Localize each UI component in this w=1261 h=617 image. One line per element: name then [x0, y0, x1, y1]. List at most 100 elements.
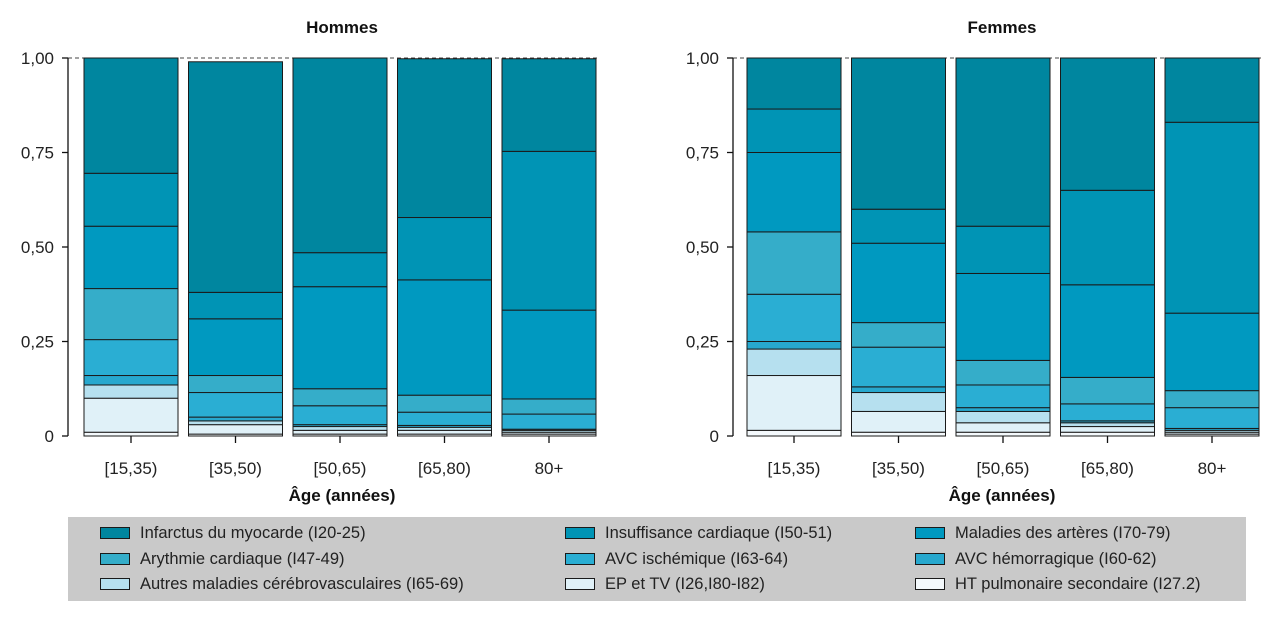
bar-segment	[955, 407, 1051, 412]
bar-segment	[1060, 426, 1155, 433]
bar-segment	[188, 420, 283, 426]
bar-segment	[501, 398, 597, 415]
x-tick-label: 80+	[535, 459, 564, 478]
bar-segment	[83, 384, 179, 399]
bar-segment	[501, 150, 597, 311]
x-tick-label: [50,65)	[314, 459, 367, 478]
bar-segment	[955, 57, 1051, 227]
legend-swatch	[915, 578, 945, 590]
bar-segment	[955, 422, 1051, 433]
y-tick-label: 1,00	[21, 49, 54, 68]
legend-item: Arythmie cardiaque (I47-49)	[100, 549, 345, 569]
bar-segment	[188, 61, 283, 293]
legend-swatch	[100, 578, 130, 590]
bar-segment	[83, 225, 179, 290]
bar-segment	[188, 375, 283, 394]
y-tick-label: 0,50	[21, 238, 54, 257]
bar-segment	[1164, 57, 1260, 123]
bar-segment	[188, 392, 283, 418]
legend-swatch	[100, 553, 130, 565]
legend-label: AVC ischémique (I63-64)	[605, 549, 789, 568]
y-tick-label: 0,50	[686, 238, 719, 257]
legend-label: Autres maladies cérébrovasculaires (I65-…	[140, 574, 464, 593]
legend-swatch	[565, 527, 595, 539]
legend-item: Infarctus du myocarde (I20-25)	[100, 523, 366, 543]
bar-segment	[1060, 403, 1155, 422]
bar-segment	[746, 293, 842, 342]
bar-segment	[746, 57, 842, 110]
bar-segment	[292, 252, 388, 288]
bar-segment	[955, 384, 1051, 409]
legend-swatch	[565, 553, 595, 565]
bar-segment	[1060, 376, 1155, 405]
bar-segment	[292, 426, 388, 431]
bar-segment	[83, 288, 179, 341]
x-axis-label: Âge (années)	[289, 486, 396, 505]
legend-label: Arythmie cardiaque (I47-49)	[140, 549, 345, 568]
y-tick-label: 0,75	[686, 144, 719, 163]
y-tick-label: 0,75	[21, 144, 54, 163]
legend-swatch	[915, 527, 945, 539]
legend-swatch	[915, 553, 945, 565]
legend-item: HT pulmonaire secondaire (I27.2)	[915, 574, 1201, 594]
bar-segment	[1060, 284, 1155, 378]
bar-segment	[83, 172, 179, 227]
bar-segment	[851, 392, 946, 412]
bar-segment	[397, 58, 492, 219]
x-tick-label: [35,50)	[872, 459, 925, 478]
x-tick-label: [65,80)	[1081, 459, 1134, 478]
bar-segment	[1060, 422, 1155, 428]
bar-segment	[83, 375, 179, 386]
bar-segment	[397, 411, 492, 426]
legend-item: Autres maladies cérébrovasculaires (I65-…	[100, 574, 464, 594]
bar-segment	[397, 217, 492, 281]
bar-segment	[851, 57, 946, 210]
legend-item: AVC hémorragique (I60-62)	[915, 549, 1156, 569]
bar-segment	[955, 225, 1051, 274]
bar-segment	[188, 318, 283, 377]
chart-title: Femmes	[968, 18, 1037, 37]
bar-segment	[292, 429, 388, 435]
y-tick-label: 0	[45, 427, 54, 446]
bar-segment	[851, 431, 946, 437]
legend-item: EP et TV (I26,I80-I82)	[565, 574, 765, 594]
bar-segment	[1060, 431, 1155, 437]
chart-title: Hommes	[306, 18, 378, 37]
bar-segment	[851, 208, 946, 244]
bar-segment	[188, 291, 283, 320]
bar-segment	[746, 231, 842, 295]
legend-item: Insuffisance cardiaque (I50-51)	[565, 523, 832, 543]
x-tick-label: [15,35)	[768, 459, 821, 478]
bar-segment	[83, 57, 179, 174]
bar-segment	[746, 375, 842, 431]
x-axis-label: Âge (années)	[949, 486, 1056, 505]
legend-label: EP et TV (I26,I80-I82)	[605, 574, 765, 593]
bar-segment	[83, 431, 179, 437]
x-tick-label: [35,50)	[209, 459, 262, 478]
bar-segment	[83, 339, 179, 377]
bar-segment	[746, 341, 842, 350]
legend-item: Maladies des artères (I70-79)	[915, 523, 1171, 543]
charts-svg: Hommes 0 0,25 0,50 0,75 1,00 [15,35) [35,50) [50…	[21, 18, 1261, 505]
bar-segment	[851, 410, 946, 433]
legend: Infarctus du myocarde (I20-25) Insuffisan…	[68, 517, 1246, 601]
bar-segment	[955, 359, 1051, 386]
bar-segment	[955, 410, 1051, 424]
bar-segment	[83, 397, 179, 433]
bar-segment	[1164, 312, 1260, 392]
bar-segment	[1164, 390, 1260, 409]
bar-segment	[501, 413, 597, 430]
y-tick-label: 1,00	[686, 49, 719, 68]
bar-segment	[188, 416, 283, 422]
bar-segment	[1164, 407, 1260, 429]
x-tick-label: [65,80)	[418, 459, 471, 478]
bar-segment	[851, 386, 946, 394]
bar-segment	[397, 394, 492, 413]
bar-segment	[1060, 189, 1155, 286]
legend-label: HT pulmonaire secondaire (I27.2)	[955, 574, 1201, 593]
legend-label: AVC hémorragique (I60-62)	[955, 549, 1157, 568]
legend-item: AVC ischémique (I63-64)	[565, 549, 788, 569]
y-tick-label: 0	[710, 427, 719, 446]
bar-segment	[1164, 121, 1260, 314]
